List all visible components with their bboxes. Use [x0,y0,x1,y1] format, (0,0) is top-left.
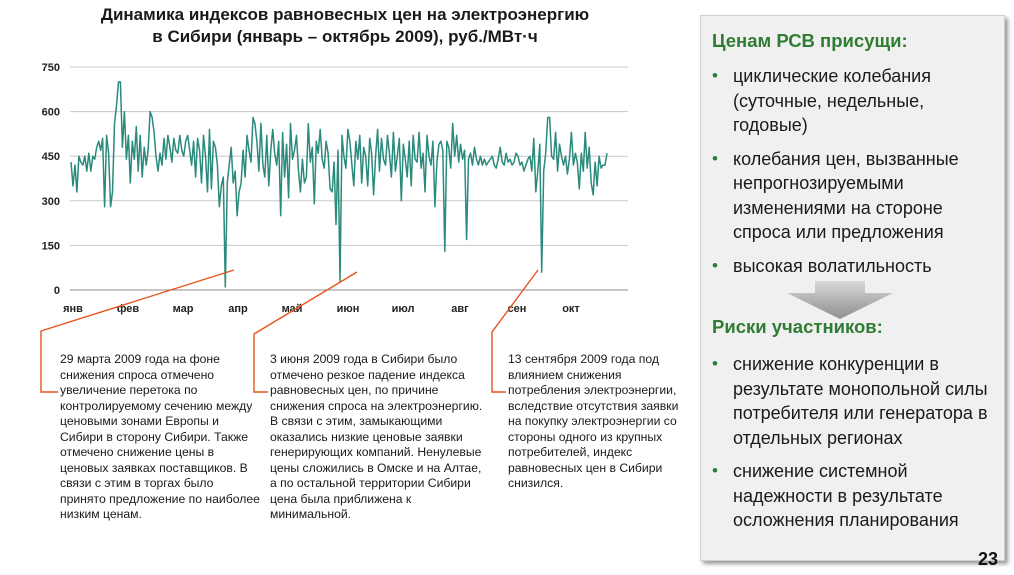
y-tick-label: 600 [42,107,60,119]
chart-title: Динамика индексов равновесных цен на эле… [40,4,650,48]
x-tick-label: июн [337,303,360,315]
x-tick-label: май [282,303,303,315]
info-panel: Ценам РСВ присущи: • циклические колебани… [700,15,1005,569]
list-item: • циклические колебания (суточные, недель… [712,66,931,135]
x-tick-label: окт [562,303,580,315]
x-tick-label: сен [508,303,527,315]
x-tick-label: мар [173,303,194,315]
panel-heading-risks: Риски участников: [712,316,883,337]
bullet-icon: • [712,354,718,373]
y-tick-label: 150 [42,240,60,252]
note-june: 3 июня 2009 года в Сибири было отмечено … [270,352,483,521]
y-tick-label: 450 [42,151,60,163]
list-item: • снижение системной надежности в результ… [712,461,959,530]
list-item: • колебания цен, вызванные непрогнозируем… [712,148,959,243]
y-tick-label: 0 [54,285,60,297]
x-tick-label: июл [392,303,415,315]
x-tick-label: апр [228,303,248,315]
list-item: • высокая волатильность [709,254,994,279]
down-arrow-icon [787,281,893,319]
callout-line-2 [253,271,358,393]
list-item: • снижение конкуренции в результате моноп… [712,354,988,448]
callout-lines [40,269,539,393]
panel-heading-features: Ценам РСВ присущи: [712,30,908,51]
note-september: 13 сентября 2009 года под влиянием сниже… [508,352,679,490]
risks-list: • снижение конкуренции в результате моноп… [709,352,994,542]
bullet-icon: • [712,148,718,168]
x-tick-label: авг [451,303,469,315]
bullet-icon: • [712,66,718,85]
bullet-icon: • [712,461,718,480]
x-axis-ticks: янв фев мар апр май июн июл авг сен окт [63,303,580,315]
x-tick-label: фев [117,303,140,315]
y-tick-label: 300 [42,196,60,208]
bullet-icon: • [712,255,718,275]
series-line [70,81,608,288]
callout-line-3 [491,269,539,393]
features-list: • циклические колебания (суточные, недель… [709,64,994,287]
chart-title-line2: в Сибири (январь – октябрь 2009), руб./М… [152,27,538,46]
x-tick-label: янв [63,303,83,315]
y-tick-label: 750 [42,62,60,74]
note-march: 29 марта 2009 года на фоне снижения спро… [60,352,260,521]
callout-line-1 [40,269,235,393]
y-axis-ticks: 0 150 300 450 600 750 [42,62,60,297]
chart-title-line1: Динамика индексов равновесных цен на эле… [100,5,590,24]
price-chart: 0 150 300 450 600 750 янв фев мар апр май июн июл ав… [40,62,628,393]
page-number: 23 [977,549,998,569]
